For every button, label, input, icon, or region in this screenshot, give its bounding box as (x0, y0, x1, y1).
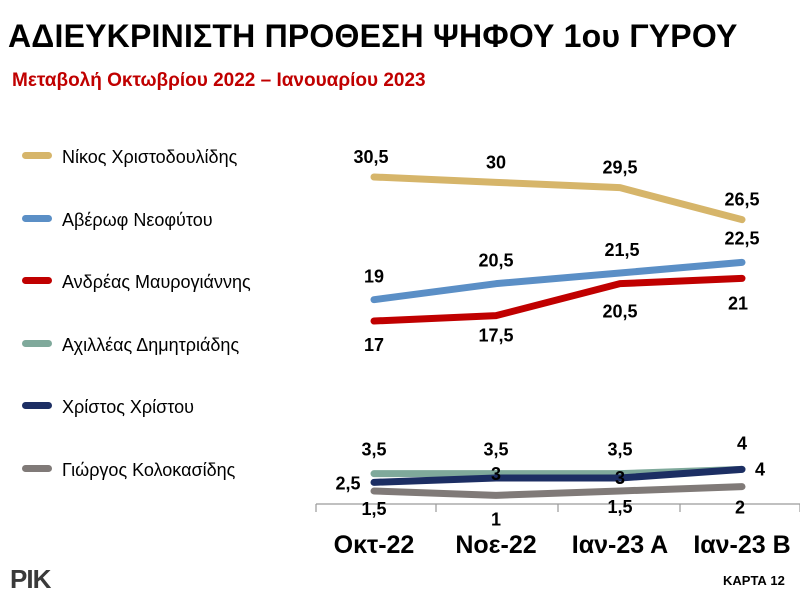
rik-logo: ΡΙΚ (10, 564, 51, 594)
legend-item: Νίκος Χριστοδουλίδης (22, 148, 322, 211)
data-label: 29,5 (602, 158, 637, 178)
data-label: 3 (491, 464, 501, 484)
legend-item: Αχιλλέας Δημητριάδης (22, 336, 322, 399)
data-label: 30,5 (353, 147, 388, 167)
data-label: 22,5 (724, 228, 759, 248)
legend-label: Ανδρέας Μαυρογιάννης (62, 272, 251, 293)
legend-item: Χρίστος Χρίστου (22, 398, 322, 461)
data-label: 26,5 (724, 190, 759, 210)
chart-subtitle: Μεταβολή Οκτωβρίου 2022 – Ιανουαρίου 202… (12, 70, 426, 91)
data-label: 3,5 (607, 440, 632, 460)
data-label: 17 (364, 335, 384, 355)
data-label: 2,5 (335, 473, 360, 493)
legend-label: Χρίστος Χρίστου (62, 397, 194, 418)
legend-swatch (22, 464, 52, 472)
x-tick-label: Ιαν-23 Α (572, 531, 668, 559)
data-label: 3,5 (483, 440, 508, 460)
chart-title: ΑΔΙΕΥΚΡΙΝΙΣΤΗ ΠΡΟΘΕΣΗ ΨΗΦΟΥ 1ου ΓΥΡΟΥ (8, 18, 738, 54)
data-label: 30 (486, 152, 506, 172)
series-line (370, 173, 746, 224)
data-label: 1,5 (607, 497, 632, 517)
data-label: 17,5 (478, 326, 513, 346)
legend-label: Αχιλλέας Δημητριάδης (62, 334, 240, 355)
data-label: 19 (364, 267, 384, 287)
card-number: ΚΑΡΤΑ 12 (723, 573, 785, 588)
legend-label: Γιώργος Κολοκασίδης (62, 459, 236, 480)
legend-item: Αβέρωφ Νεοφύτου (22, 211, 322, 274)
x-tick-label: Οκτ-22 (334, 531, 415, 559)
legend-swatch (22, 277, 52, 285)
series-line (370, 258, 746, 304)
legend-swatch (22, 339, 52, 347)
legend-item: Ανδρέας Μαυρογιάννης (22, 273, 322, 336)
data-label: 3 (615, 468, 625, 488)
x-tick-label: Ιαν-23 Β (693, 531, 790, 559)
series-line (370, 483, 746, 499)
data-label: 4 (755, 459, 765, 479)
data-label: 3,5 (361, 440, 386, 460)
data-label: 2 (735, 498, 745, 518)
data-label: 1,5 (361, 499, 386, 519)
legend-swatch (22, 152, 52, 159)
x-tick-label: Νοε-22 (455, 531, 536, 559)
data-label: 1 (491, 509, 501, 529)
data-label: 4 (737, 433, 747, 453)
data-label: 21 (728, 293, 748, 313)
data-label: 20,5 (602, 302, 637, 322)
data-label: 20,5 (478, 251, 513, 271)
legend-label: Νίκος Χριστοδουλίδης (62, 147, 238, 167)
legend-swatch (22, 214, 52, 222)
series-line (370, 274, 746, 325)
legend-item: Γιώργος Κολοκασίδης (22, 461, 322, 524)
data-label: 21,5 (604, 240, 639, 260)
chart-legend: Νίκος Χριστοδουλίδης Αβέρωφ Νεοφύτου Ανδρέ… (22, 148, 322, 524)
legend-label: Αβέρωφ Νεοφύτου (62, 209, 213, 230)
legend-swatch (22, 402, 52, 410)
series-line (370, 465, 746, 486)
